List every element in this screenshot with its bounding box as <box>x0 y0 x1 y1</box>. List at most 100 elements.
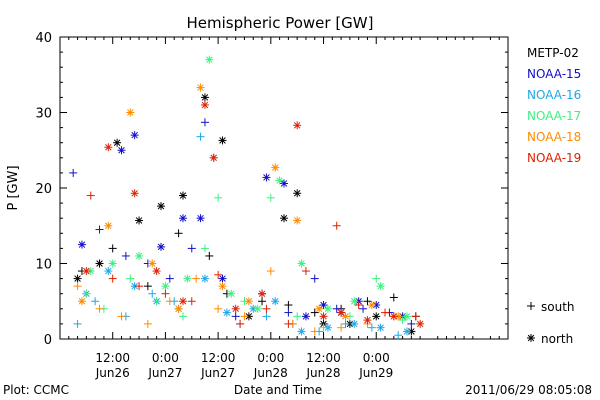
north-point <box>275 176 284 185</box>
south-point <box>135 282 144 291</box>
legend-south-label: south <box>541 300 575 314</box>
south-point <box>258 297 267 306</box>
south-point <box>293 312 302 321</box>
south-point <box>337 323 346 332</box>
x-tick-time: 0:00 <box>152 351 179 365</box>
south-point <box>398 316 407 325</box>
north-point <box>161 282 170 291</box>
south-point <box>310 274 319 283</box>
south-point <box>200 118 209 127</box>
north-point <box>196 214 205 223</box>
south-point <box>187 244 196 253</box>
south-point <box>165 274 174 283</box>
north-point <box>135 216 144 225</box>
north-point <box>280 179 288 188</box>
plot-frame <box>59 36 509 340</box>
south-point <box>319 323 328 332</box>
timestamp: 2011/06/29 08:05:08 <box>465 383 592 397</box>
north-point <box>293 121 302 130</box>
legend-entry: NOAA-16 <box>527 88 581 102</box>
south-point <box>143 319 152 328</box>
south-point <box>411 312 420 321</box>
north-point <box>152 267 161 276</box>
south-point <box>389 293 398 302</box>
north-point <box>130 131 139 140</box>
north-point <box>126 108 135 117</box>
south-point <box>205 251 214 260</box>
north-point <box>104 143 113 152</box>
north-point <box>293 216 302 225</box>
north-point <box>297 327 306 336</box>
south-point <box>214 270 223 279</box>
north-point <box>350 319 359 328</box>
legend-entry: NOAA-17 <box>527 109 581 123</box>
x-axis-label: Date and Time <box>234 383 322 397</box>
south-point <box>231 312 240 321</box>
north-point <box>363 316 372 325</box>
north-point <box>104 267 113 276</box>
south-point <box>284 308 293 317</box>
x-tick-time: 12:00 <box>201 351 236 365</box>
north-point <box>297 259 306 268</box>
south-point <box>240 312 249 321</box>
south-point <box>284 301 293 310</box>
north-point <box>416 319 425 328</box>
south-point <box>152 297 161 306</box>
chart-title: Hemispheric Power [GW] <box>187 14 374 32</box>
south-point <box>214 193 223 202</box>
south-point <box>214 304 223 313</box>
south-point <box>126 274 135 283</box>
legend-entry: NOAA-19 <box>527 151 581 165</box>
y-axis: 0 10 20 30 40 <box>35 31 508 348</box>
south-point <box>165 297 174 306</box>
south-point <box>310 308 319 317</box>
north-point <box>130 189 139 198</box>
south-point <box>359 304 368 313</box>
north-point <box>218 282 227 291</box>
south-point <box>262 304 271 313</box>
north-point <box>315 304 324 313</box>
south-point <box>108 244 117 253</box>
north-point <box>227 289 236 298</box>
north-point <box>376 282 385 291</box>
x-tick-date: Jun27 <box>147 366 182 380</box>
north-point <box>271 297 280 306</box>
x-tick-date: Jun29 <box>358 366 393 380</box>
north-point <box>200 100 209 109</box>
north-point <box>183 274 192 283</box>
legend-north-label: north <box>541 332 573 346</box>
north-point <box>77 297 86 306</box>
south-point <box>196 132 205 141</box>
north-point <box>174 304 183 313</box>
north-point <box>319 312 328 321</box>
north-point <box>104 221 113 230</box>
south-point <box>108 274 117 283</box>
south-point <box>341 319 350 328</box>
north-point <box>157 242 166 251</box>
south-point <box>284 319 293 328</box>
north-point <box>178 214 187 223</box>
south-point <box>354 301 363 310</box>
south-point <box>91 297 100 306</box>
north-point <box>350 297 359 306</box>
south-point <box>95 225 104 234</box>
south-point <box>262 312 271 321</box>
south-point <box>301 267 310 276</box>
north-point <box>130 282 139 291</box>
south-point <box>332 304 341 313</box>
south-point <box>148 289 157 298</box>
north-point <box>117 146 126 155</box>
x-tick-date: Jun26 <box>95 366 130 380</box>
x-tick-time: 12:00 <box>95 351 130 365</box>
south-point <box>332 221 341 230</box>
north-point <box>73 274 82 283</box>
north-point <box>178 297 187 306</box>
y-tick-label: 0 <box>44 333 52 348</box>
south-point <box>394 331 403 340</box>
south-point <box>266 193 275 202</box>
south-point <box>95 304 104 313</box>
south-point <box>161 289 170 298</box>
x-tick-date: Jun27 <box>200 366 235 380</box>
south-point <box>73 282 82 291</box>
